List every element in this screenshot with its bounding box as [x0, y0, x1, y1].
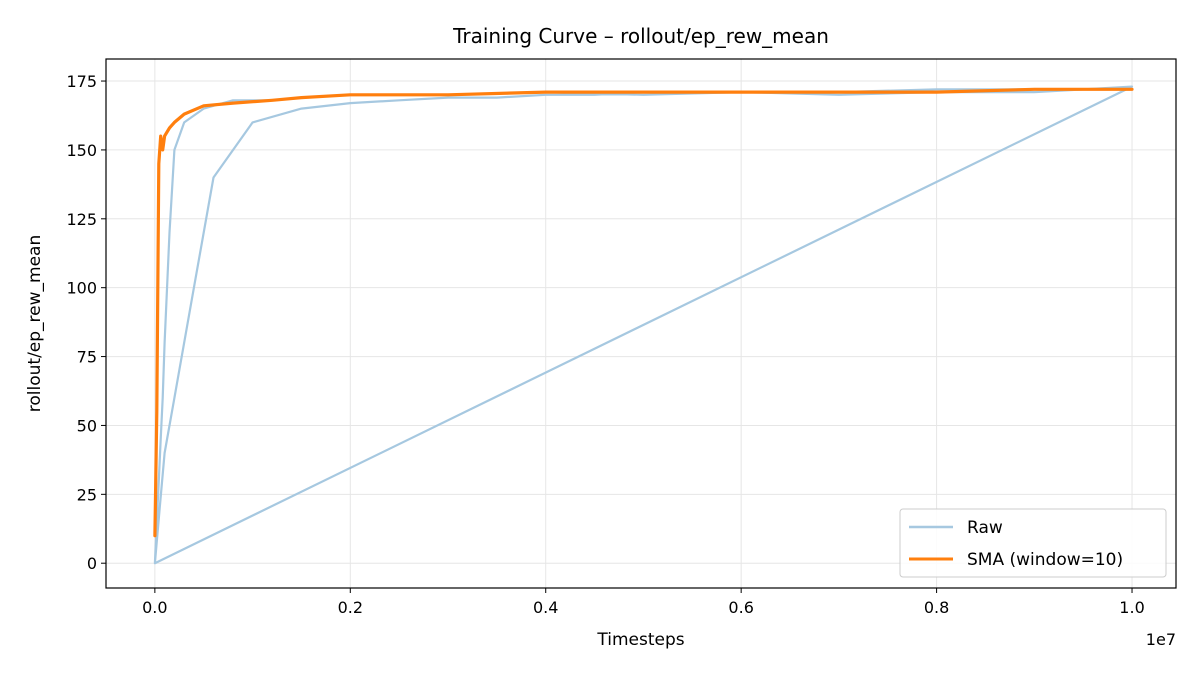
y-tick-label: 175 [66, 72, 97, 91]
legend-label-sma: SMA (window=10) [967, 550, 1123, 570]
x-tick-label: 0.2 [338, 598, 363, 617]
legend-label-raw: Raw [967, 518, 1003, 538]
x-tick-label: 1.0 [1119, 598, 1144, 617]
y-tick-label: 150 [66, 141, 97, 160]
x-tick-label: 0.4 [533, 598, 558, 617]
x-tick-label: 0.0 [142, 598, 167, 617]
chart-title: Training Curve – rollout/ep_rew_mean [452, 24, 829, 48]
y-axis-label: rollout/ep_rew_mean [25, 235, 45, 412]
y-tick-label: 100 [66, 279, 97, 298]
plot-frame [105, 58, 1177, 589]
legend-box [899, 508, 1167, 578]
x-axis-offset-label: 1e7 [1146, 630, 1176, 649]
x-tick-label: 0.8 [924, 598, 949, 617]
y-ticks: 0 25 50 75 100 125 150 175 [66, 72, 106, 573]
legend: Raw SMA (window=10) [899, 508, 1167, 578]
y-tick-label: 50 [77, 416, 97, 435]
raw-series-line [153, 85, 1134, 565]
y-tick-label: 25 [77, 485, 97, 504]
x-tick-label: 0.6 [728, 598, 753, 617]
y-tick-label: 75 [77, 348, 97, 367]
x-axis-label: Timesteps [596, 630, 684, 650]
y-tick-label: 125 [66, 210, 97, 229]
sma-series-line [153, 87, 1134, 538]
y-tick-label: 0 [87, 554, 97, 573]
x-ticks: 0.0 0.2 0.4 0.6 0.8 1.0 [142, 588, 1145, 617]
series-lines [153, 85, 1134, 565]
